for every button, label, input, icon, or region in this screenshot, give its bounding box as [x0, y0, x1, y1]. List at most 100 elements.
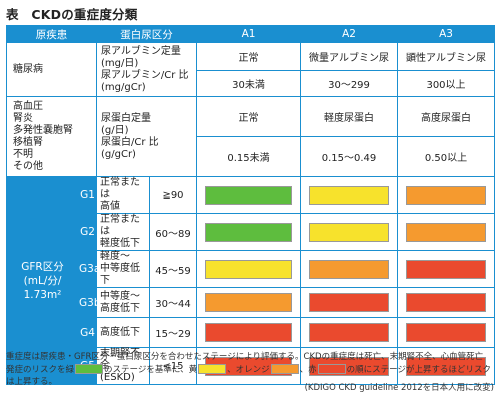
- gfr-value: ≧90: [149, 176, 197, 214]
- others-line-6: その他: [13, 160, 43, 172]
- source-citation: (KDIGO CKD guideline 2012を日本人用に改変): [304, 383, 494, 393]
- gfr-desc-line-1: 軽度〜: [100, 251, 130, 262]
- gfr-code: G4: [78, 317, 97, 348]
- gfr-value: 30〜44: [149, 287, 197, 318]
- gfr-desc-line-2: 軽度低下: [100, 238, 140, 249]
- gfr-desc: 軽度〜 中等度低下: [96, 250, 150, 288]
- risk-cell-g3b-a3: [406, 293, 486, 312]
- gfr-code: G3a: [78, 250, 100, 288]
- risk-cell-g2-a2: [309, 222, 389, 242]
- header-row: 原疾患 蛋白尿区分 A1 A2 A3: [6, 25, 495, 43]
- others-criteria-1: 尿蛋白定量: [101, 112, 151, 124]
- footnote-line-2: 発症のリスクを緑 のステージを基準に、黄 、オレンジ 、赤 の順にステージが上昇するほど…: [6, 364, 494, 389]
- risk-cell-g4-a2: [309, 323, 389, 342]
- diabetes-label: 糖尿病: [6, 42, 97, 97]
- others-label: 高血圧 腎炎 多発性嚢胞腎 移植腎 不明 その他: [6, 96, 97, 177]
- gfr-value: 15〜29: [149, 317, 197, 348]
- others-criteria-3: 尿蛋白/Cr 比: [101, 136, 159, 148]
- gfr-category-label: GFR区分 (mL/分/ 1.73m²: [6, 176, 79, 385]
- gfr-label-2: (mL/分/: [23, 274, 62, 287]
- diabetes-a1-range: 30未満: [196, 70, 301, 97]
- gfr-code: G1: [78, 176, 97, 214]
- footnote-text-d: 、赤: [299, 364, 317, 375]
- table-title: 表 CKDの重症度分類: [6, 7, 138, 22]
- header-a3: A3: [397, 25, 495, 43]
- diabetes-row-1: 糖尿病 尿アルブミン定量 (mg/日) 尿アルブミン/Cr 比 (mg/gCr)…: [6, 42, 495, 97]
- legend-yellow-swatch: [198, 364, 227, 374]
- gfr-row-g1: GFR区分 (mL/分/ 1.73m² G1 正常または 高値 ≧90: [6, 176, 495, 385]
- risk-cell-g5-a3: [406, 356, 486, 376]
- gfr-value: <15: [149, 347, 197, 385]
- risk-cell-g3a-a1: [205, 259, 292, 279]
- risk-cell-g4-a3: [406, 323, 486, 342]
- diabetes-a2-name: 微量アルブミン尿: [300, 42, 398, 71]
- footnote-text-a: 発症のリスクを緑: [6, 364, 75, 375]
- gfr-row-g3b: G3b 中等度〜 高度低下 30〜44: [7, 287, 495, 318]
- gfr-desc-line-1: 中等度〜: [100, 290, 140, 302]
- header-a2: A2: [300, 25, 398, 43]
- gfr-row-g2: G2 正常または 軽度低下 60〜89: [7, 213, 495, 251]
- others-line-5: 不明: [13, 148, 33, 160]
- gfr-desc: 末期腎不全 (ESKD): [96, 347, 150, 385]
- others-a1-name: 正常: [196, 96, 301, 137]
- others-a3-range: 0.50以上: [397, 136, 495, 177]
- footnote-text-b: のステージを基準に、黄: [104, 364, 198, 375]
- gfr-desc: 正常または 軽度低下: [96, 213, 150, 251]
- others-criteria-4: (g/gCr): [101, 148, 136, 160]
- gfr-code: G2: [78, 213, 97, 251]
- footnote-text-c: 、オレンジ: [227, 364, 270, 375]
- gfr-row-g3a: G3a 軽度〜 中等度低下 45〜59: [7, 250, 495, 288]
- gfr-desc-line-1: 末期腎不全: [100, 348, 140, 371]
- gfr-desc-line-2: (ESKD): [100, 372, 135, 383]
- risk-cell-g1-a3: [406, 185, 486, 205]
- others-criteria: 尿蛋白定量 (g/日) 尿蛋白/Cr 比 (g/gCr): [96, 96, 197, 177]
- footnote-line-1: 重症度は原疾患・GFR区分・蛋白尿区分を合わせたステージにより評価する。CKDの…: [6, 352, 484, 362]
- others-line-3: 多発性嚢胞腎: [13, 124, 73, 136]
- gfr-desc-line-2: 高値: [100, 201, 120, 212]
- others-row-1: 高血圧 腎炎 多発性嚢胞腎 移植腎 不明 その他 尿蛋白定量 (g/日) 尿蛋白…: [6, 96, 495, 177]
- diabetes-criteria-1: 尿アルブミン定量: [101, 45, 181, 57]
- gfr-desc-line-1: 正常または: [100, 177, 140, 200]
- others-criteria-2: (g/日): [101, 124, 129, 136]
- header-a1: A1: [196, 25, 301, 43]
- risk-cell-g3a-a3: [406, 259, 486, 279]
- gfr-desc-line-1: 正常または: [100, 214, 140, 237]
- gfr-desc-line-1: 高度低下: [100, 326, 140, 338]
- others-line-4: 移植腎: [13, 136, 43, 148]
- gfr-label-3: 1.73m²: [23, 288, 62, 301]
- diabetes-criteria-3: 尿アルブミン/Cr 比: [101, 69, 189, 81]
- header-protein-category: 蛋白尿区分: [96, 25, 197, 43]
- gfr-label-1: GFR区分: [21, 260, 64, 273]
- gfr-desc-line-2: 高度低下: [100, 302, 140, 314]
- gfr-desc: 中等度〜 高度低下: [96, 287, 150, 318]
- ckd-severity-table: 原疾患 蛋白尿区分 A1 A2 A3 糖尿病 尿アルブミン定量 (mg/日) 尿…: [6, 25, 495, 385]
- gfr-desc-line-2: 中等度低下: [100, 263, 140, 286]
- gfr-desc: 高度低下: [96, 317, 150, 348]
- risk-cell-g3b-a2: [309, 293, 389, 312]
- footnote-text-e: の順にステージが上昇するほどリスクは上昇する。: [6, 364, 491, 388]
- risk-cell-g1-a2: [309, 185, 389, 205]
- diabetes-criteria-4: (mg/gCr): [101, 81, 146, 93]
- diabetes-a3-range: 300以上: [397, 70, 495, 97]
- gfr-value: 60〜89: [149, 213, 197, 251]
- risk-cell-g3a-a2: [309, 259, 389, 279]
- diabetes-a3-name: 顕性アルブミン尿: [397, 42, 495, 71]
- risk-cell-g4-a1: [205, 323, 292, 342]
- gfr-code: G3b: [78, 287, 100, 318]
- diabetes-criteria: 尿アルブミン定量 (mg/日) 尿アルブミン/Cr 比 (mg/gCr): [96, 42, 197, 97]
- risk-cell-g1-a1: [205, 185, 292, 205]
- risk-cell-g2-a3: [406, 222, 486, 242]
- risk-cell-g2-a1: [205, 222, 292, 242]
- diabetes-a1-name: 正常: [196, 42, 301, 71]
- footnote: 重症度は原疾患・GFR区分・蛋白尿区分を合わせたステージにより評価する。CKDの…: [6, 351, 494, 389]
- diabetes-a2-range: 30〜299: [300, 70, 398, 97]
- gfr-row-g4: G4 高度低下 15〜29: [7, 317, 495, 348]
- risk-cell-g3b-a1: [205, 293, 292, 312]
- diabetes-criteria-2: (mg/日): [101, 57, 139, 69]
- others-a1-range: 0.15未満: [196, 136, 301, 177]
- header-disease: 原疾患: [6, 25, 97, 43]
- gfr-desc: 正常または 高値: [96, 176, 150, 214]
- legend-green-swatch: [75, 364, 104, 374]
- legend-red-swatch: [317, 364, 346, 374]
